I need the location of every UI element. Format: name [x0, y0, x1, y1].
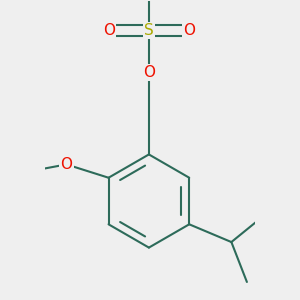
- Text: O: O: [103, 23, 115, 38]
- Text: O: O: [183, 23, 195, 38]
- Text: O: O: [143, 65, 155, 80]
- Text: O: O: [60, 157, 72, 172]
- Text: S: S: [144, 23, 154, 38]
